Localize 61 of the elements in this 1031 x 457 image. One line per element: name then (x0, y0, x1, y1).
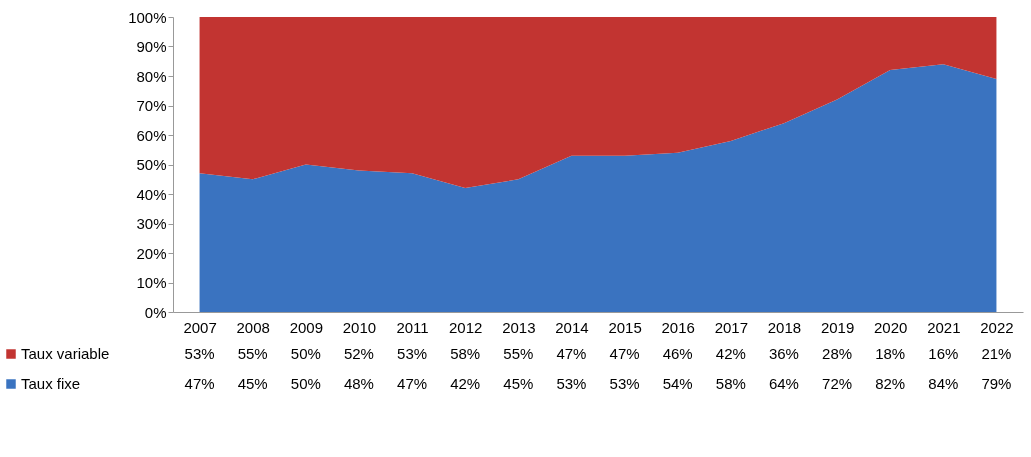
data-label: 72% (822, 375, 853, 392)
data-label: 79% (981, 375, 1012, 392)
x-tick-label: 2011 (396, 318, 429, 336)
data-label: 50% (290, 375, 321, 392)
x-tick-label: 2022 (980, 318, 1014, 336)
y-tick-label: 40% (136, 185, 167, 203)
x-tick-label: 2009 (289, 318, 323, 336)
y-tick-label: 20% (136, 244, 167, 262)
data-label: 52% (343, 345, 374, 362)
data-label: 16% (928, 345, 959, 362)
data-label: 36% (768, 345, 799, 362)
x-tick-label: 2014 (555, 318, 589, 336)
data-label: 55% (503, 345, 534, 362)
data-label: 21% (981, 345, 1012, 362)
data-label: 46% (662, 345, 693, 362)
data-label: 58% (450, 345, 481, 362)
data-label: 53% (397, 345, 428, 362)
data-label: 42% (450, 375, 481, 392)
x-tick-label: 2012 (449, 318, 483, 336)
data-label: 50% (290, 345, 321, 362)
data-label: 28% (822, 345, 853, 362)
x-tick-label: 2017 (714, 318, 748, 336)
data-label: 47% (556, 345, 587, 362)
data-label: 55% (237, 345, 268, 362)
x-tick-label: 2016 (661, 318, 695, 336)
y-tick-label: 80% (136, 67, 167, 85)
x-tick-label: 2007 (183, 318, 217, 336)
data-label: 84% (928, 375, 959, 392)
y-tick-label: 30% (136, 215, 167, 232)
y-tick-label: 60% (136, 126, 167, 144)
x-tick-label: 2015 (608, 318, 642, 336)
x-tick-label: 2008 (236, 318, 270, 336)
y-tick-label: 10% (136, 274, 167, 291)
x-tick-label: 2018 (767, 318, 802, 336)
data-label: 53% (184, 345, 215, 362)
data-label: 47% (184, 375, 215, 392)
y-tick-label: 0% (144, 303, 167, 321)
y-tick-label: 100% (128, 8, 167, 26)
x-tick-label: 2019 (820, 318, 855, 336)
x-tick-label: 2021 (927, 318, 961, 336)
y-tick-label: 50% (136, 156, 167, 173)
data-label: 64% (768, 375, 799, 392)
data-label: 42% (715, 345, 746, 362)
x-tick-label: 2020 (874, 318, 908, 336)
y-tick-label: 90% (136, 38, 167, 55)
x-tick-label: 2013 (502, 318, 536, 336)
x-tick-label: 2010 (342, 318, 377, 336)
data-label: 18% (875, 345, 906, 362)
data-label: 58% (715, 375, 746, 392)
y-tick-label: 70% (136, 97, 167, 114)
data-label: 47% (609, 345, 640, 362)
data-label: 45% (237, 375, 268, 392)
legend-label: Taux variable (21, 345, 110, 362)
data-label: 54% (662, 375, 693, 392)
data-label: 48% (343, 375, 374, 392)
data-label: 53% (556, 375, 587, 392)
legend-label: Taux fixe (21, 375, 81, 392)
data-label: 82% (875, 375, 906, 392)
data-label: 45% (503, 375, 534, 392)
data-label: 53% (609, 375, 640, 392)
data-label: 47% (397, 375, 428, 392)
